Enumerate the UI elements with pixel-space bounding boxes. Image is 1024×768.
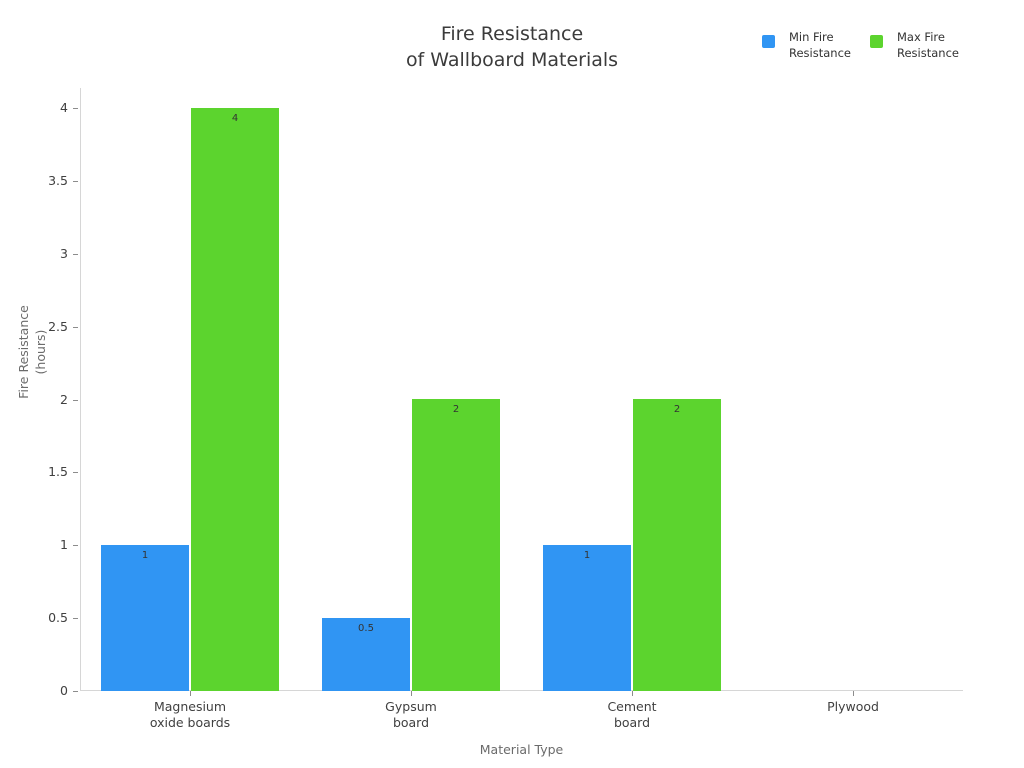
y-tick-mark-2: [73, 400, 78, 401]
bar-series0-category2: 1: [543, 545, 631, 691]
y-axis-line: [80, 88, 81, 691]
x-tick-mark-3: [853, 691, 854, 696]
bar-series1-category1: 2: [412, 399, 500, 691]
bar-value-label: 1: [141, 550, 149, 561]
y-tick-mark-0.5: [73, 618, 78, 619]
bar-series1-category0: 4: [191, 108, 279, 691]
y-axis-title: Fire Resistance (hours): [16, 305, 48, 399]
x-tick-mark-0: [190, 691, 191, 696]
legend-swatch-max-icon: [870, 35, 883, 48]
x-tick-label-2: Cement board: [607, 699, 657, 730]
y-tick-label-0: 0: [60, 683, 68, 698]
bar-value-label: 1: [583, 550, 591, 561]
y-tick-mark-0: [73, 691, 78, 692]
bar-value-label: 2: [452, 404, 460, 415]
bar-value-label: 4: [231, 113, 239, 124]
y-tick-mark-2.5: [73, 327, 78, 328]
bar-value-label: 2: [673, 404, 681, 415]
y-tick-label-1.5: 1.5: [48, 464, 68, 479]
y-tick-mark-1.5: [73, 472, 78, 473]
legend-item-max-fire-resistance: Max Fire Resistance: [870, 29, 959, 61]
y-tick-label-4: 4: [60, 100, 68, 115]
y-tick-mark-1: [73, 545, 78, 546]
y-tick-label-2.5: 2.5: [48, 319, 68, 334]
legend-label-min: Min Fire Resistance: [789, 30, 851, 60]
x-tick-label-0: Magnesium oxide boards: [149, 699, 231, 730]
y-tick-label-1: 1: [60, 537, 68, 552]
x-axis-line: [80, 690, 963, 691]
x-tick-label-3: Plywood: [827, 699, 879, 714]
x-axis-title: Material Type: [479, 742, 564, 757]
bar-series0-category1: 0.5: [322, 618, 410, 691]
bar-series0-category0: 1: [101, 545, 189, 691]
y-tick-mark-3.5: [73, 181, 78, 182]
chart-title: Fire Resistance of Wallboard Materials: [405, 23, 619, 71]
legend-label-max: Max Fire Resistance: [897, 30, 959, 60]
bar-value-label: 0.5: [358, 623, 374, 634]
legend-item-min-fire-resistance: Min Fire Resistance: [762, 29, 851, 61]
y-tick-mark-3: [73, 254, 78, 255]
y-tick-mark-4: [73, 108, 78, 109]
y-tick-label-3: 3: [60, 246, 68, 261]
legend-swatch-min-icon: [762, 35, 775, 48]
plot-area: 0 0.5 1 1.5 2 2.5 3 3.5 4 Magnesium oxide boards 1…: [48, 88, 963, 730]
x-tick-mark-1: [411, 691, 412, 696]
y-tick-label-2: 2: [60, 392, 68, 407]
bar-series1-category2: 2: [633, 399, 721, 691]
y-tick-label-0.5: 0.5: [48, 610, 68, 625]
y-tick-label-3.5: 3.5: [48, 173, 68, 188]
x-tick-mark-2: [632, 691, 633, 696]
x-tick-label-1: Gypsum board: [385, 699, 437, 730]
